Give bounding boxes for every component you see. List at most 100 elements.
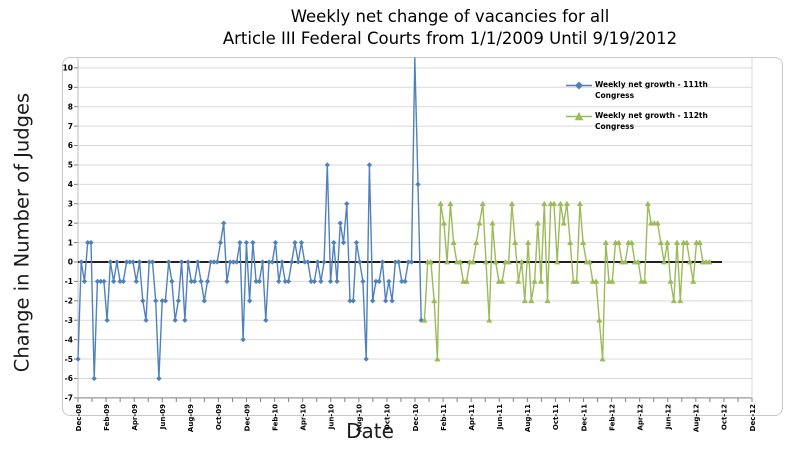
data-point-marker xyxy=(237,239,243,246)
data-point-marker xyxy=(256,278,263,285)
x-tick-label: Apr-09 xyxy=(131,404,139,431)
data-point-marker xyxy=(683,239,690,245)
data-point-marker xyxy=(386,278,392,285)
y-tick-label: -3 xyxy=(65,316,73,325)
data-point-marker xyxy=(579,239,587,245)
y-tick-label: -6 xyxy=(65,374,73,383)
data-point-marker xyxy=(220,220,227,226)
data-point-marker xyxy=(431,297,438,304)
data-point-marker xyxy=(521,297,528,304)
data-point-marker xyxy=(486,317,493,323)
data-point-marker xyxy=(599,355,606,362)
legend: Weekly net growth - 111th Congress Weekl… xyxy=(566,80,719,142)
data-point-marker xyxy=(408,259,415,265)
data-point-marker xyxy=(499,278,506,284)
y-tick-label: 0 xyxy=(68,258,73,267)
legend-line-diamond-icon xyxy=(566,81,592,90)
data-point-marker xyxy=(195,259,201,265)
x-tick-label: Apr-11 xyxy=(468,404,476,431)
data-point-marker xyxy=(592,278,600,284)
data-point-marker xyxy=(447,200,454,207)
data-point-marker xyxy=(243,239,250,246)
data-point-marker xyxy=(337,220,344,226)
data-point-marker xyxy=(110,278,117,285)
y-tick-label: 6 xyxy=(68,141,73,150)
x-tick-label: Apr-10 xyxy=(299,404,307,431)
data-point-marker xyxy=(690,278,697,284)
x-tick-label: Oct-12 xyxy=(721,404,729,430)
legend-item-111th-congress: Weekly net growth - 111th Congress xyxy=(566,80,719,101)
data-point-marker xyxy=(217,239,224,246)
data-point-marker xyxy=(356,259,363,265)
y-tick-label: -5 xyxy=(65,355,73,364)
data-point-marker xyxy=(172,317,178,323)
data-point-marker xyxy=(576,200,584,207)
data-point-marker xyxy=(298,239,305,246)
x-tick-label: Apr-12 xyxy=(636,404,644,431)
y-tick-label: -7 xyxy=(65,394,73,403)
data-point-marker xyxy=(369,298,376,304)
data-point-marker xyxy=(418,317,424,323)
data-point-marker xyxy=(654,220,661,226)
data-point-marker xyxy=(528,297,535,304)
data-point-marker xyxy=(508,200,516,207)
data-point-marker xyxy=(557,200,564,207)
data-point-marker xyxy=(143,317,149,323)
data-point-marker xyxy=(120,278,127,285)
data-point-marker xyxy=(615,239,622,245)
data-point-marker xyxy=(334,278,340,285)
x-tick-label: Feb-11 xyxy=(440,404,448,431)
x-tick-label: Dec-11 xyxy=(580,404,588,431)
data-point-marker xyxy=(518,258,525,265)
data-point-marker xyxy=(379,259,386,265)
data-point-marker xyxy=(479,200,486,207)
data-point-marker xyxy=(191,278,198,285)
data-point-marker xyxy=(677,297,684,304)
data-point-marker xyxy=(272,239,279,246)
data-point-marker xyxy=(696,239,703,245)
data-point-marker xyxy=(233,259,240,265)
data-point-marker xyxy=(382,298,389,304)
y-axis-title: Change in Number of Judges xyxy=(10,92,34,373)
data-point-marker xyxy=(91,375,97,382)
data-point-marker xyxy=(263,317,269,323)
data-point-marker xyxy=(673,239,681,245)
data-point-marker xyxy=(402,278,408,285)
data-point-marker xyxy=(492,258,499,265)
data-point-marker xyxy=(185,259,191,265)
x-tick-label: Oct-09 xyxy=(215,404,223,430)
y-tick-label: 4 xyxy=(68,180,73,189)
data-point-marker xyxy=(178,259,185,265)
data-point-marker xyxy=(130,259,136,265)
x-tick-label: Feb-09 xyxy=(103,404,111,431)
x-tick-label: Aug-10 xyxy=(356,404,364,432)
data-point-marker xyxy=(660,258,668,265)
data-point-marker xyxy=(182,317,188,323)
data-point-marker xyxy=(311,278,318,285)
x-tick-label: Aug-12 xyxy=(693,404,701,432)
data-point-marker xyxy=(305,259,311,265)
data-point-marker xyxy=(644,200,652,207)
data-point-marker xyxy=(554,258,561,265)
data-point-marker xyxy=(314,259,321,265)
data-point-marker xyxy=(156,375,162,382)
x-tick-label: Jun-12 xyxy=(665,404,673,430)
data-point-marker xyxy=(331,239,337,246)
legend-line-triangle-icon xyxy=(566,112,592,121)
data-point-marker xyxy=(463,278,470,284)
data-point-marker xyxy=(427,258,435,265)
data-point-marker xyxy=(140,298,146,304)
x-tick-label: Oct-10 xyxy=(384,404,392,430)
data-point-marker xyxy=(288,259,295,265)
x-tick-label: Jun-09 xyxy=(159,404,167,430)
data-point-marker xyxy=(469,258,477,265)
data-point-marker xyxy=(149,259,156,265)
data-point-marker xyxy=(563,200,571,207)
data-point-marker xyxy=(376,278,382,285)
data-point-marker xyxy=(198,278,204,285)
x-tick-label: Dec-09 xyxy=(243,404,251,431)
data-point-marker xyxy=(395,259,402,265)
data-point-marker xyxy=(246,298,253,304)
data-point-marker xyxy=(573,278,580,284)
